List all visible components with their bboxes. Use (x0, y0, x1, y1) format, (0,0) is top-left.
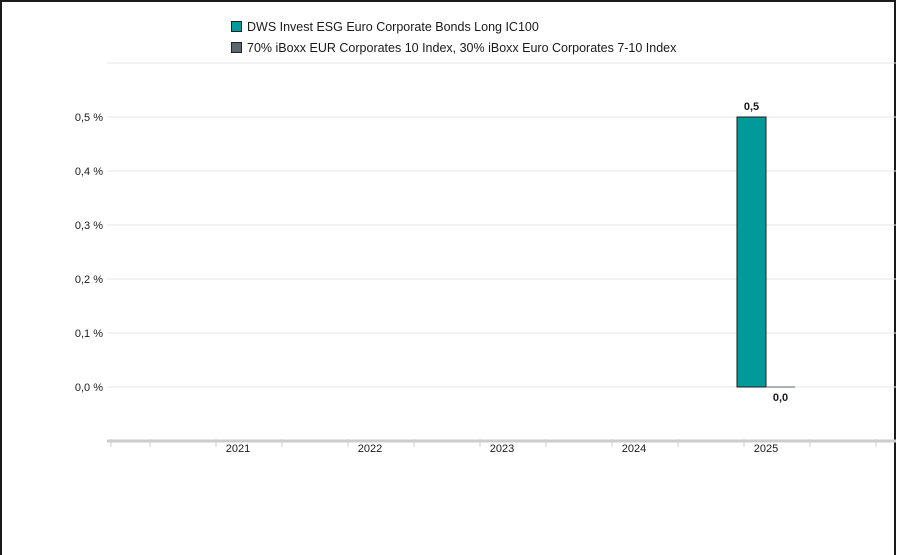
x-tick-label: 2021 (226, 443, 250, 455)
bar-series-1[interactable] (736, 116, 767, 388)
legend-item-benchmark[interactable]: 70% iBoxx EUR Corporates 10 Index, 30% i… (231, 37, 676, 58)
x-tick-label: 2022 (358, 443, 382, 455)
y-axis-ticks: 0,0 % 0,1 % 0,2 % 0,3 % 0,4 % 0,5 % (75, 112, 103, 394)
legend-item-fund[interactable]: DWS Invest ESG Euro Corporate Bonds Long… (231, 16, 676, 37)
x-tick-label: 2024 (622, 443, 646, 455)
y-tick-label: 0,0 % (75, 382, 103, 394)
legend: DWS Invest ESG Euro Corporate Bonds Long… (231, 16, 676, 58)
legend-label-benchmark: 70% iBoxx EUR Corporates 10 Index, 30% i… (247, 40, 677, 55)
x-tick-label: 2025 (754, 443, 778, 455)
bars (736, 116, 795, 388)
x-axis: 2021 2022 2023 2024 2025 (107, 439, 896, 455)
grid-lines (107, 62, 896, 388)
y-tick-label: 0,4 % (75, 166, 103, 178)
data-label-series-2: 0,0 (773, 392, 788, 404)
y-tick-label: 0,3 % (75, 220, 103, 232)
data-label-series-1: 0,5 (744, 101, 759, 113)
x-tick-label: 2023 (490, 443, 514, 455)
legend-swatch-fund (231, 21, 242, 32)
y-tick-label: 0,5 % (75, 112, 103, 124)
y-tick-label: 0,1 % (75, 328, 103, 340)
legend-swatch-benchmark (231, 42, 242, 53)
legend-label-fund: DWS Invest ESG Euro Corporate Bonds Long… (247, 19, 539, 34)
data-labels: 0,5 0,0 (744, 101, 788, 404)
y-tick-label: 0,2 % (75, 274, 103, 286)
